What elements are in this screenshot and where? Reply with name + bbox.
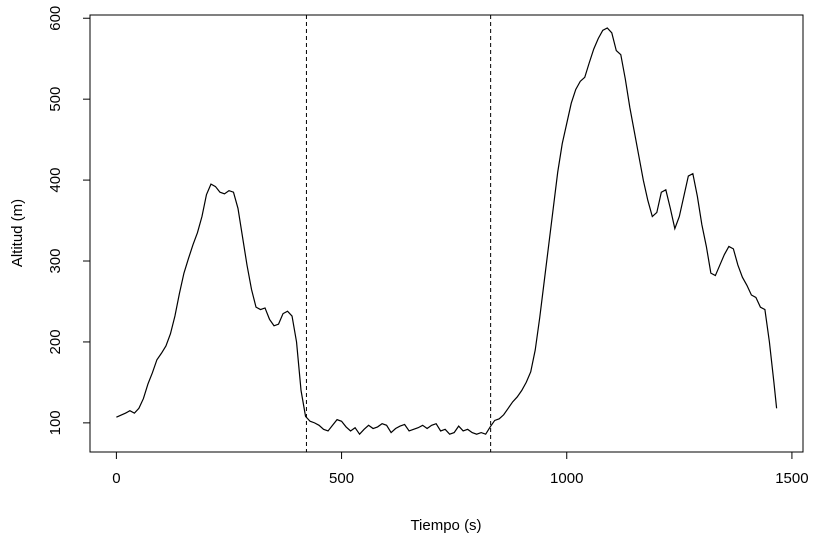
x-tick-label: 1500 (775, 470, 808, 487)
y-tick-label: 200 (47, 329, 64, 354)
plot-frame (89, 14, 804, 453)
y-tick-label: 600 (47, 6, 64, 31)
x-tick-label: 1000 (550, 470, 583, 487)
data-line (116, 27, 778, 436)
y-tick-label: 300 (47, 248, 64, 273)
x-tick-label: 0 (112, 470, 120, 487)
x-tick-label: 500 (329, 470, 354, 487)
y-tick-label: 400 (47, 168, 64, 193)
y-tick-label: 500 (47, 87, 64, 112)
y-axis-title: Altitud (m) (9, 199, 26, 267)
y-tick-label: 100 (47, 410, 64, 435)
x-axis-title: Tiempo (s) (410, 517, 481, 534)
